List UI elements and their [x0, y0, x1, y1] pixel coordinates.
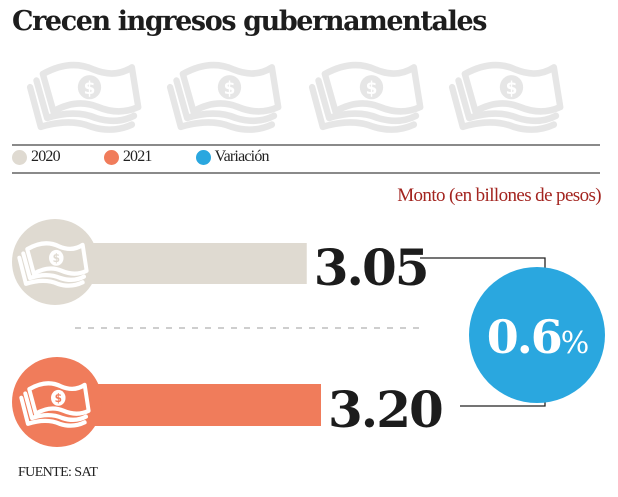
money-bill-icon: $: [166, 61, 282, 133]
money-bill-icon: $: [448, 61, 564, 133]
money-bill-icon: $: [26, 61, 142, 133]
legend-bottom-divider: [12, 172, 600, 174]
connector-line-2020: [420, 257, 546, 271]
money-bill-icon: $: [19, 381, 91, 428]
legend-item-2021: 2021: [103, 148, 153, 166]
money-bill-icon: $: [17, 241, 89, 288]
unit-label: Monto (en billones de pesos): [397, 185, 601, 206]
legend-label: 2021: [122, 148, 153, 165]
svg-text:$: $: [366, 79, 378, 99]
legend-swatch-variacion: [195, 149, 211, 165]
source-note: FUENTE: SAT: [18, 465, 98, 480]
legend-label: Variación: [214, 148, 270, 165]
legend-swatch-2020: [12, 149, 27, 165]
svg-text:$: $: [84, 79, 96, 99]
legend-item-variacion: Variación: [195, 148, 270, 166]
chart-title: Crecen ingresos gubernamentales: [12, 6, 487, 37]
legend-item-2020: 2020: [12, 148, 61, 166]
value-label-2021: 3.20: [328, 380, 442, 439]
legend-label: 2020: [31, 148, 61, 165]
value-label-2020: 3.05: [314, 238, 428, 297]
legend-top-divider: [12, 144, 600, 146]
svg-text:$: $: [506, 79, 518, 99]
decorative-bills: $ $ $ $: [26, 61, 564, 133]
decorative-bills-row: $ $ $ $: [0, 55, 618, 140]
legend: 2020 2021 Variación: [12, 146, 313, 168]
money-bill-icon: $: [308, 61, 424, 133]
svg-text:$: $: [53, 252, 60, 266]
svg-text:$: $: [224, 79, 236, 99]
variation-circle: [469, 267, 605, 403]
variation-value: 0.6%: [487, 310, 588, 364]
svg-text:$: $: [55, 392, 62, 406]
legend-swatch-2021: [103, 149, 119, 165]
